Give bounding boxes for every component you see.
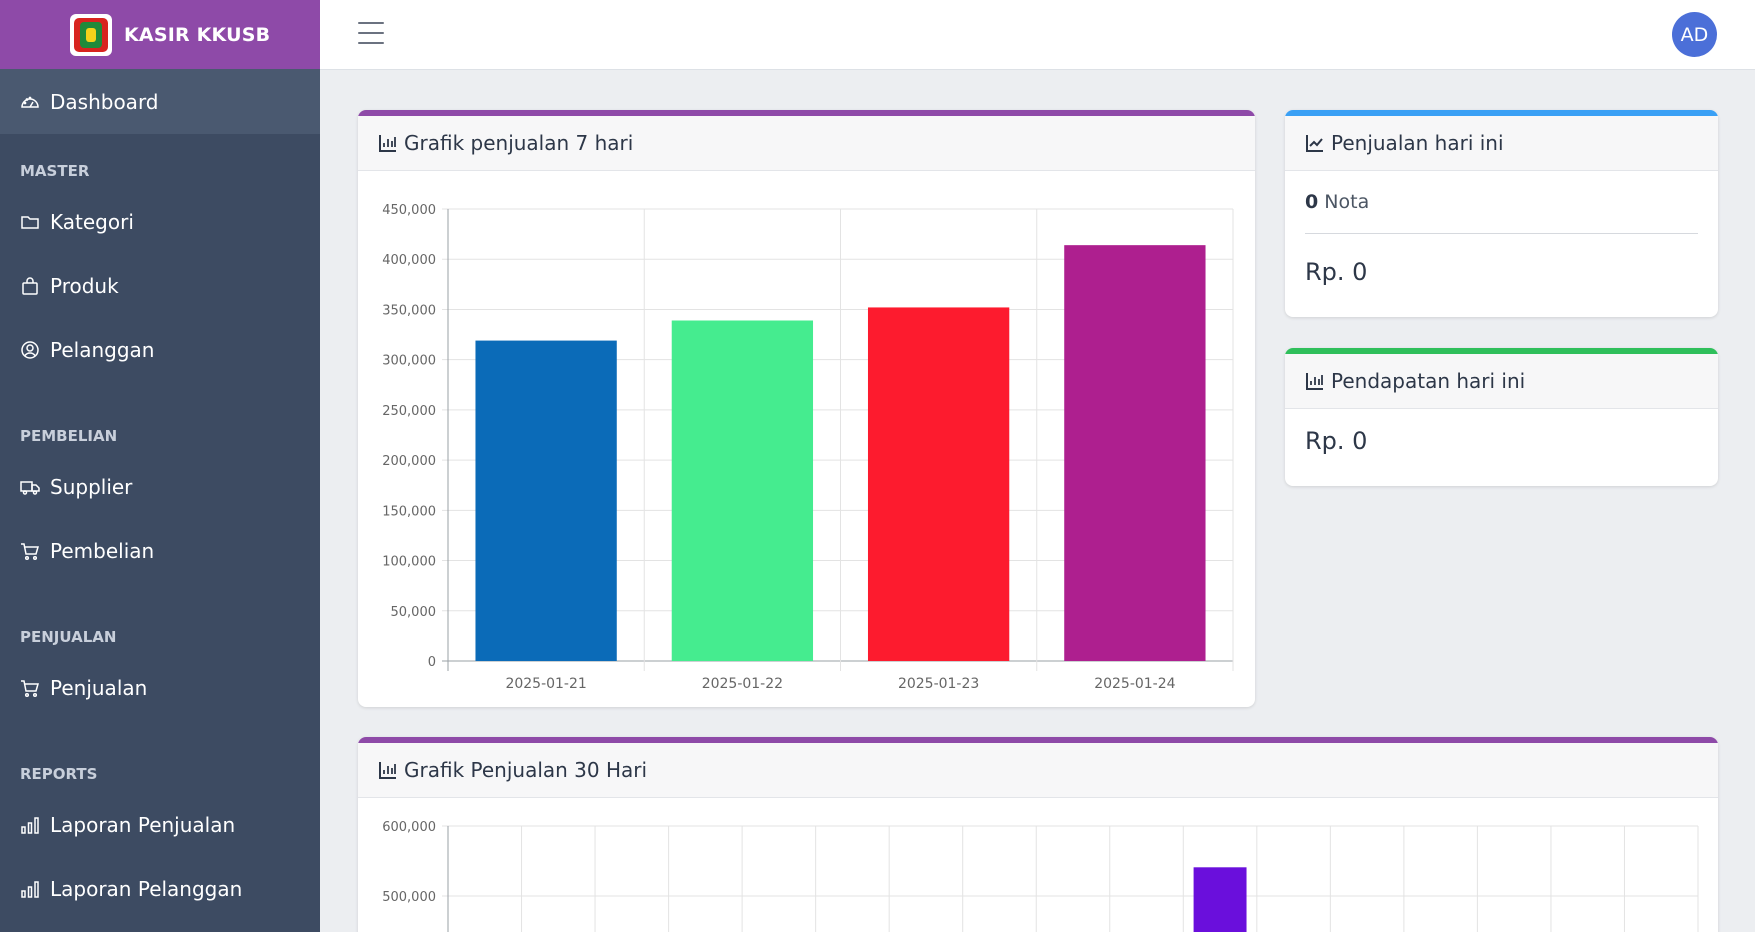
chart-7-days: 0 50,000 100,000 150,000 200,000 250,000 300,0… bbox=[382, 203, 1234, 692]
x-tick-label: 2025-01-24 bbox=[1094, 676, 1175, 692]
sidebar-item-produk[interactable]: Produk bbox=[0, 254, 320, 318]
sidebar-item-pembelian[interactable]: Pembelian bbox=[0, 519, 320, 583]
section-reports: REPORTS bbox=[20, 765, 98, 783]
nota-value: 0 bbox=[1305, 191, 1319, 213]
sidebar-item-label: Dashboard bbox=[50, 89, 159, 114]
chart-7-days-card: Grafik penjualan 7 hari 0 50,000 100,000 15… bbox=[358, 110, 1255, 707]
bar-2025-01-21 bbox=[475, 340, 617, 661]
chart-bar-icon bbox=[1306, 373, 1323, 390]
y-tick-label: 450,000 bbox=[382, 203, 436, 218]
chart-bar-icon bbox=[379, 762, 396, 779]
x-tick-label: 2025-01-21 bbox=[505, 676, 586, 692]
sidebar-item-label: Produk bbox=[50, 274, 119, 298]
card-title: Grafik Penjualan 30 Hari bbox=[404, 758, 648, 782]
bar-2025-01-23 bbox=[867, 307, 1010, 661]
card-title: Pendapatan hari ini bbox=[1331, 369, 1526, 393]
sidebar-item-pelanggan[interactable]: Pelanggan bbox=[0, 318, 320, 382]
sidebar-item-penjualan[interactable]: Penjualan bbox=[0, 656, 320, 720]
sidebar: KASIR KKUSB Dashboard MASTER Kategori Pr… bbox=[0, 0, 320, 932]
y-tick-label: 600,000 bbox=[382, 820, 436, 835]
card-title: Grafik penjualan 7 hari bbox=[404, 131, 634, 155]
sidebar-item-label: Pelanggan bbox=[50, 338, 155, 362]
sidebar-item-label: Laporan Penjualan bbox=[50, 813, 236, 837]
today-sales-amount: Rp. 0 bbox=[1305, 258, 1368, 286]
brand-logo bbox=[70, 13, 112, 56]
bar-2025-01-24 bbox=[1064, 245, 1206, 661]
sidebar-item-label: Laporan Pelanggan bbox=[50, 877, 243, 901]
chart-line-icon bbox=[1306, 135, 1323, 152]
sidebar-item-laporan-pelanggan[interactable]: Laporan Pelanggan bbox=[0, 857, 320, 921]
bar-2025-01-22 bbox=[671, 320, 814, 661]
y-tick-label: 300,000 bbox=[382, 354, 436, 369]
y-tick-label: 50,000 bbox=[391, 605, 437, 620]
y-tick-label: 400,000 bbox=[382, 253, 436, 268]
y-tick-label: 150,000 bbox=[382, 504, 436, 519]
nota-count: 0 Nota bbox=[1305, 191, 1698, 234]
folder-icon bbox=[21, 216, 39, 229]
x-tick-label: 2025-01-22 bbox=[702, 676, 783, 692]
section-master: MASTER bbox=[20, 162, 90, 180]
chart-30-days: 500,000 600,000 bbox=[382, 820, 1699, 932]
user-circle-icon bbox=[21, 341, 39, 359]
topbar: AD bbox=[320, 0, 1755, 70]
brand-title: KASIR KKUSB bbox=[124, 23, 271, 46]
sidebar-item-dashboard[interactable]: Dashboard bbox=[0, 69, 320, 134]
y-tick-label: 500,000 bbox=[382, 890, 436, 905]
sidebar-item-label: Pembelian bbox=[50, 539, 155, 563]
card-title: Penjualan hari ini bbox=[1331, 131, 1504, 155]
cart-icon bbox=[21, 543, 39, 561]
chart-bar-icon bbox=[379, 135, 396, 152]
sidebar-item-label: Kategori bbox=[50, 210, 134, 234]
sidebar-item-kategori[interactable]: Kategori bbox=[0, 190, 320, 254]
sidebar-item-label: Penjualan bbox=[50, 676, 148, 700]
section-penjualan: PENJUALAN bbox=[20, 628, 117, 646]
y-tick-label: 250,000 bbox=[382, 404, 436, 419]
sidebar-item-label: Supplier bbox=[50, 475, 133, 499]
sidebar-item-laporan-penjualan[interactable]: Laporan Penjualan bbox=[0, 793, 320, 857]
x-tick-label: 2025-01-23 bbox=[898, 676, 979, 692]
sidebar-item-supplier[interactable]: Supplier bbox=[0, 455, 320, 519]
y-tick-label: 350,000 bbox=[382, 303, 436, 318]
bar-day bbox=[1193, 867, 1247, 932]
card-header: Penjualan hari ini bbox=[1285, 116, 1718, 171]
card-header: Grafik Penjualan 30 Hari bbox=[358, 743, 1718, 798]
nota-unit: Nota bbox=[1324, 191, 1370, 213]
brand-bar[interactable]: KASIR KKUSB bbox=[0, 0, 320, 69]
cart-icon bbox=[21, 680, 39, 698]
bar-chart-icon bbox=[21, 881, 39, 898]
y-tick-label: 200,000 bbox=[382, 454, 436, 469]
menu-toggle-icon[interactable] bbox=[358, 22, 384, 44]
card-header: Pendapatan hari ini bbox=[1285, 354, 1718, 409]
today-sales-card: Penjualan hari ini 0 Nota Rp. 0 bbox=[1285, 110, 1718, 317]
today-income-card: Pendapatan hari ini Rp. 0 bbox=[1285, 348, 1718, 486]
section-pembelian: PEMBELIAN bbox=[20, 427, 118, 445]
bar-chart-icon bbox=[21, 817, 39, 834]
dashboard-gauge-icon bbox=[21, 96, 39, 108]
bag-icon bbox=[22, 277, 38, 295]
card-header: Grafik penjualan 7 hari bbox=[358, 116, 1255, 171]
avatar[interactable]: AD bbox=[1672, 12, 1717, 57]
y-tick-label: 0 bbox=[428, 655, 436, 670]
chart-30-days-card: Grafik Penjualan 30 Hari 500,000 600,000 bbox=[358, 737, 1718, 932]
y-tick-label: 100,000 bbox=[382, 555, 436, 570]
truck-icon bbox=[20, 481, 40, 495]
today-income-amount: Rp. 0 bbox=[1305, 427, 1368, 455]
